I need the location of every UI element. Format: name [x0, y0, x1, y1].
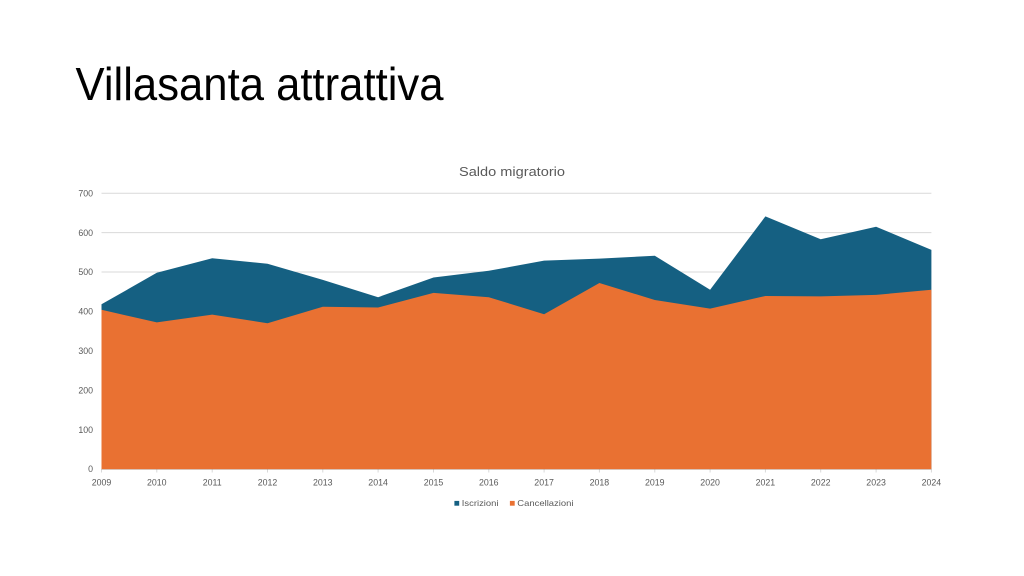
svg-text:2010: 2010: [147, 478, 167, 488]
svg-text:500: 500: [78, 267, 93, 277]
svg-text:2011: 2011: [203, 478, 222, 488]
svg-text:2020: 2020: [700, 478, 720, 488]
svg-text:600: 600: [78, 228, 93, 238]
svg-text:2024: 2024: [922, 478, 942, 488]
svg-text:2009: 2009: [92, 478, 112, 488]
svg-text:2012: 2012: [258, 478, 278, 488]
svg-text:2022: 2022: [811, 478, 831, 488]
svg-text:2013: 2013: [313, 478, 333, 488]
svg-text:Iscrizioni: Iscrizioni: [462, 498, 499, 508]
svg-text:2023: 2023: [866, 478, 886, 488]
svg-text:300: 300: [78, 346, 93, 356]
svg-text:400: 400: [78, 307, 93, 317]
svg-text:2015: 2015: [424, 478, 444, 488]
svg-text:2019: 2019: [645, 478, 665, 488]
svg-text:Cancellazioni: Cancellazioni: [517, 498, 573, 508]
svg-text:0: 0: [88, 464, 93, 474]
svg-text:2018: 2018: [590, 478, 610, 488]
svg-text:Saldo migratorio: Saldo migratorio: [459, 164, 565, 179]
svg-text:2017: 2017: [534, 478, 554, 488]
svg-text:700: 700: [78, 188, 93, 198]
svg-text:200: 200: [78, 385, 93, 395]
svg-text:Villasanta attrattiva: Villasanta attrattiva: [76, 58, 444, 110]
svg-text:100: 100: [78, 425, 93, 435]
svg-text:2021: 2021: [756, 478, 776, 488]
svg-text:2014: 2014: [368, 478, 388, 488]
svg-text:2016: 2016: [479, 478, 499, 488]
